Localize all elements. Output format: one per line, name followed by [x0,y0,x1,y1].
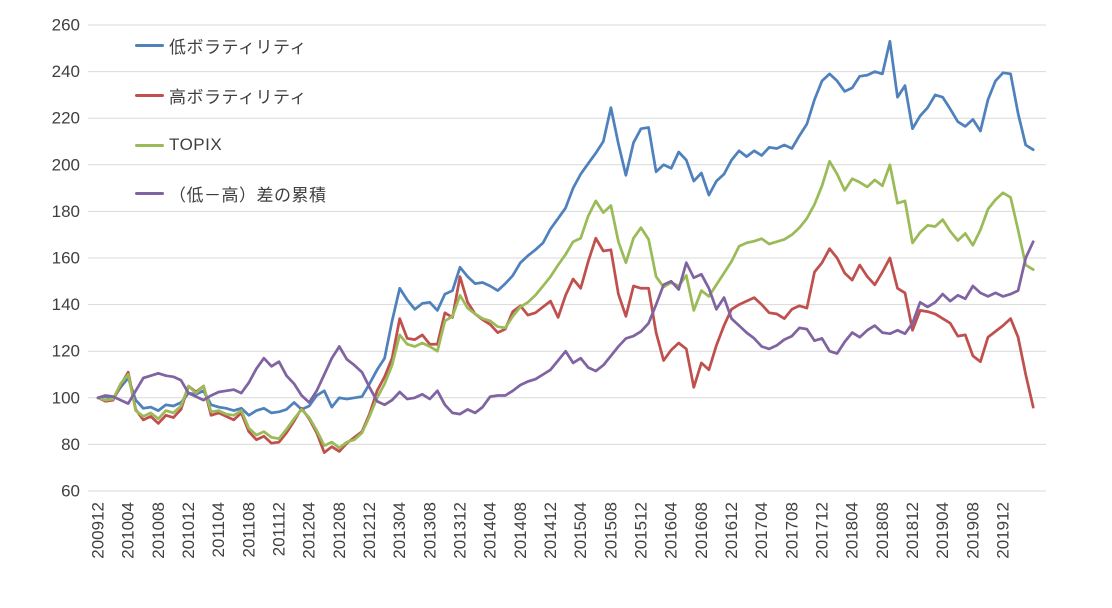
x-tick-label-201708: 201708 [782,502,801,559]
y-tick-label-220: 220 [52,109,80,128]
series-line-2 [96,159,1035,450]
x-tick-label-201112: 201112 [270,502,289,556]
x-tick-label-201508: 201508 [601,502,620,559]
x-tick-label-201204: 201204 [300,502,319,559]
x-tick-label-201904: 201904 [933,502,952,559]
x-tick-label-201808: 201808 [873,502,892,559]
series-line-3 [96,240,1035,416]
x-tick-label-201304: 201304 [390,502,409,559]
x-tick-label-201312: 201312 [451,502,470,559]
x-tick-label-201408: 201408 [511,502,530,559]
x-tick-label-201404: 201404 [481,502,500,559]
series-line-0 [96,39,1035,417]
x-tick-label-201212: 201212 [360,502,379,559]
x-tick-label-201008: 201008 [149,502,168,559]
x-tick-label-201208: 201208 [330,502,349,559]
y-tick-label-100: 100 [52,388,80,407]
x-tick-label-201308: 201308 [420,502,439,559]
x-tick-label-201804: 201804 [843,502,862,559]
y-tick-label-260: 260 [52,16,80,35]
x-tick-label-201612: 201612 [722,502,741,559]
x-tick-label-201104: 201104 [209,502,228,557]
y-tick-label-60: 60 [61,482,80,501]
y-tick-label-140: 140 [52,295,80,314]
x-tick-label-201812: 201812 [903,502,922,559]
y-tick-label-80: 80 [61,435,80,454]
x-tick-label-201608: 201608 [692,502,711,559]
x-tick-label-201704: 201704 [752,502,771,559]
y-tick-label-120: 120 [52,342,80,361]
x-tick-label-200912: 200912 [89,502,108,559]
x-tick-label-201912: 201912 [994,502,1013,559]
x-tick-label-201412: 201412 [541,502,560,559]
y-tick-label-200: 200 [52,155,80,174]
x-tick-label-201604: 201604 [662,502,681,559]
series-line-1 [96,236,1035,454]
x-tick-label-201908: 201908 [963,502,982,559]
y-tick-label-160: 160 [52,249,80,268]
y-tick-label-240: 240 [52,62,80,81]
x-tick-label-201004: 201004 [119,502,138,559]
y-tick-label-180: 180 [52,202,80,221]
x-tick-label-201512: 201512 [632,502,651,559]
x-tick-label-201108: 201108 [239,502,258,557]
x-tick-label-201504: 201504 [571,502,590,559]
x-tick-label-201012: 201012 [179,502,198,559]
x-tick-label-201712: 201712 [813,502,832,559]
